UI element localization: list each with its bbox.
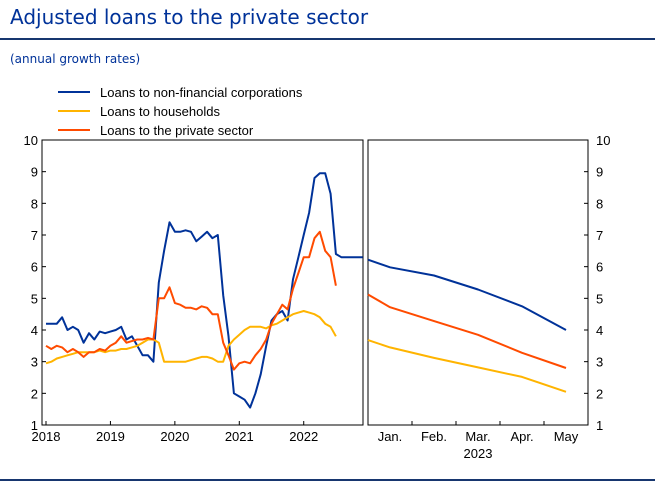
left-xtick-label-2021: 2021 [225, 429, 254, 444]
left-ytick-label-2: 2 [31, 386, 38, 401]
right-ytick-label-1: 1 [596, 418, 603, 433]
right-xtick-label-4: May [554, 429, 579, 444]
right-series-line-0 [367, 258, 567, 331]
left-ytick-label-9: 9 [31, 165, 38, 180]
left-ytick-label-6: 6 [31, 260, 38, 275]
right-xtick-label-1: Feb. [421, 429, 447, 444]
legend-label-0: Loans to non-financial corporations [100, 85, 303, 100]
legend: Loans to non-financial corporations Loans… [58, 85, 303, 138]
right-ytick-label-4: 4 [596, 323, 603, 338]
right-xtick-label-3: Apr. [510, 429, 533, 444]
left-xtick-label-2022: 2022 [289, 429, 318, 444]
right-series-line-2 [367, 293, 567, 369]
legend-label-2: Loans to the private sector [100, 123, 254, 138]
right-xtick-label-0: Jan. [378, 429, 403, 444]
left-xtick-label-2018: 2018 [32, 429, 61, 444]
left-ytick-label-1: 1 [31, 418, 38, 433]
left-series-line-2 [45, 230, 337, 371]
legend-label-1: Loans to households [100, 104, 220, 119]
left-ytick-label-5: 5 [31, 291, 38, 306]
chart-subtitle: (annual growth rates) [10, 52, 141, 66]
right-panel: 1 2 3 4 5 6 7 8 9 10 Jan. Feb. Mar. Apr. May 2023 [367, 133, 610, 461]
left-ytick-label-3: 3 [31, 355, 38, 370]
left-ytick-label-8: 8 [31, 196, 38, 211]
chart-title: Adjusted loans to the private sector [10, 5, 369, 29]
left-series-line-1 [45, 310, 337, 365]
right-ytick-label-2: 2 [596, 386, 603, 401]
left-plot-frame [41, 139, 364, 426]
right-xtick-label-2: Mar. [465, 429, 490, 444]
right-ytick-label-6: 6 [596, 260, 603, 275]
left-panel: 1 2 3 4 5 6 7 8 9 10 2018 2019 2020 2021 2022 [24, 133, 364, 444]
right-year-label: 2023 [464, 446, 493, 461]
right-ytick-label-10: 10 [596, 133, 610, 148]
left-xtick-label-2020: 2020 [160, 429, 189, 444]
right-plot-frame [367, 139, 589, 426]
left-xtick-label-2019: 2019 [96, 429, 125, 444]
left-ytick-label-4: 4 [31, 323, 38, 338]
bottom-rule [0, 479, 655, 481]
right-series-line-1 [367, 339, 567, 393]
left-ytick-label-10: 10 [24, 133, 38, 148]
right-ytick-label-7: 7 [596, 228, 603, 243]
right-ytick-label-8: 8 [596, 196, 603, 211]
right-ytick-label-9: 9 [596, 165, 603, 180]
right-ytick-label-5: 5 [596, 291, 603, 306]
left-ytick-label-7: 7 [31, 228, 38, 243]
left-series-line-0 [46, 172, 363, 409]
title-rule [0, 38, 655, 40]
right-ytick-label-3: 3 [596, 355, 603, 370]
